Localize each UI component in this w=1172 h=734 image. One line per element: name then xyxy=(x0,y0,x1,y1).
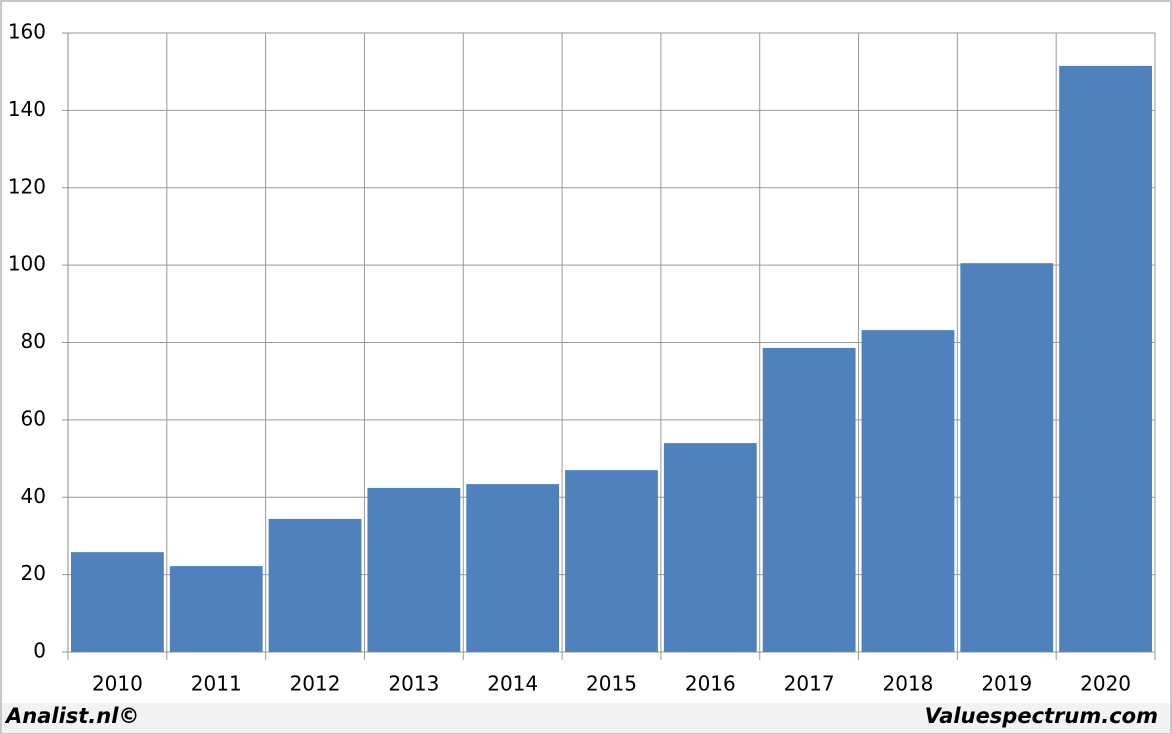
y-tick-label: 80 xyxy=(21,329,46,353)
x-tick-label: 2012 xyxy=(290,672,341,696)
y-tick-label: 120 xyxy=(8,174,46,198)
bar xyxy=(960,263,1054,652)
bar xyxy=(762,347,856,652)
bar xyxy=(565,470,658,652)
bar xyxy=(663,443,757,652)
bar xyxy=(861,330,955,652)
x-tick-label: 2020 xyxy=(1080,672,1131,696)
bar xyxy=(169,566,263,652)
y-tick-label: 40 xyxy=(21,484,46,508)
y-tick-label: 160 xyxy=(8,20,46,44)
x-tick-label: 2011 xyxy=(191,672,242,696)
y-tick-label: 100 xyxy=(8,252,46,276)
y-tick-label: 140 xyxy=(8,97,46,121)
footer-strip xyxy=(2,703,1170,733)
bar xyxy=(367,487,461,652)
x-tick-label: 2017 xyxy=(784,672,835,696)
bar xyxy=(268,518,362,652)
source-right: Valuespectrum.com xyxy=(925,704,1158,728)
bar xyxy=(71,552,164,652)
x-tick-label: 2016 xyxy=(685,672,736,696)
x-tick-label: 2010 xyxy=(92,672,143,696)
bar xyxy=(466,484,560,652)
bar xyxy=(1059,65,1152,652)
y-tick-label: 0 xyxy=(33,639,46,663)
y-tick-label: 20 xyxy=(21,561,46,585)
x-tick-label: 2014 xyxy=(487,672,538,696)
y-tick-label: 60 xyxy=(21,406,46,430)
x-tick-label: 2019 xyxy=(981,672,1032,696)
x-tick-label: 2015 xyxy=(586,672,637,696)
x-tick-label: 2013 xyxy=(388,672,439,696)
x-tick-label: 2018 xyxy=(883,672,934,696)
source-left: Analist.nl© xyxy=(4,704,139,728)
